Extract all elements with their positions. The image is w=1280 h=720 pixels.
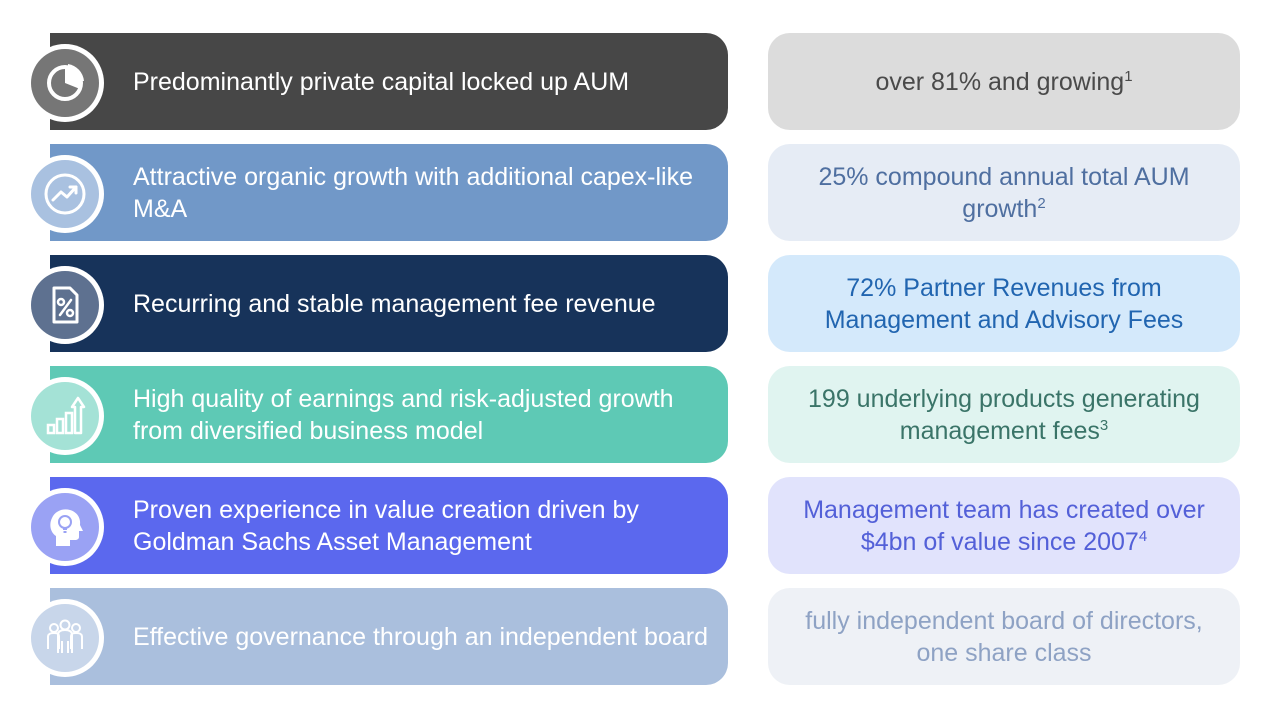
row-label: Attractive organic growth with additiona… — [133, 162, 693, 223]
icon-badge — [26, 599, 104, 677]
percent-document-icon — [52, 286, 79, 324]
growth-trend-icon — [44, 173, 86, 215]
row-value: 25% compound annual total AUM growth2 — [768, 144, 1240, 241]
row-value: fully independent board of directors, on… — [768, 588, 1240, 685]
icon-badge — [26, 44, 104, 122]
row-governance: Effective governance through an independ… — [0, 588, 1280, 685]
row-value: 199 underlying products generating manag… — [768, 366, 1240, 463]
footnote-marker: 1 — [1124, 67, 1133, 85]
value-text: 199 underlying products generating manag… — [808, 384, 1200, 445]
footnote-marker: 3 — [1099, 416, 1109, 434]
lightbulb-head-icon — [50, 509, 83, 546]
pie-chart-icon — [47, 64, 84, 101]
row-label: High quality of earnings and risk-adjust… — [133, 384, 674, 445]
people-group-icon — [47, 619, 83, 653]
icon-badge — [26, 377, 104, 455]
icon-badge — [26, 266, 104, 344]
bar-growth-arrow-icon — [46, 396, 86, 435]
row-value: Management team has created over $4bn of… — [768, 477, 1240, 574]
value-text: Management team has created over $4bn of… — [803, 495, 1205, 556]
row-value-creation: Proven experience in value creation driv… — [0, 477, 1280, 574]
row-private-capital: Predominantly private capital locked up … — [0, 33, 1280, 130]
footnote-marker: 2 — [1037, 194, 1046, 212]
left-banner — [50, 477, 728, 574]
row-organic-growth: Attractive organic growth with additiona… — [0, 144, 1280, 241]
footnote-marker: 4 — [1138, 527, 1148, 545]
row-label: Recurring and stable management fee reve… — [133, 289, 656, 318]
row-label: Effective governance through an independ… — [133, 622, 708, 651]
row-value: 72% Partner Revenues from Management and… — [768, 255, 1240, 352]
icon-badge — [26, 155, 104, 233]
value-text: 72% Partner Revenues from Management and… — [824, 273, 1184, 334]
icon-badge — [26, 488, 104, 566]
row-label: Predominantly private capital locked up … — [133, 67, 630, 96]
value-text: over 81% and growing — [875, 67, 1125, 96]
row-quality-earnings: High quality of earnings and risk-adjust… — [0, 366, 1280, 463]
row-recurring-fees: Recurring and stable management fee reve… — [0, 255, 1280, 352]
value-text: 25% compound annual total AUM growth — [818, 162, 1190, 223]
value-text: fully independent board of directors, on… — [805, 606, 1203, 667]
left-banner — [50, 588, 728, 685]
row-label: Proven experience in value creation driv… — [133, 495, 639, 556]
row-value: over 81% and growing1 — [768, 33, 1240, 130]
